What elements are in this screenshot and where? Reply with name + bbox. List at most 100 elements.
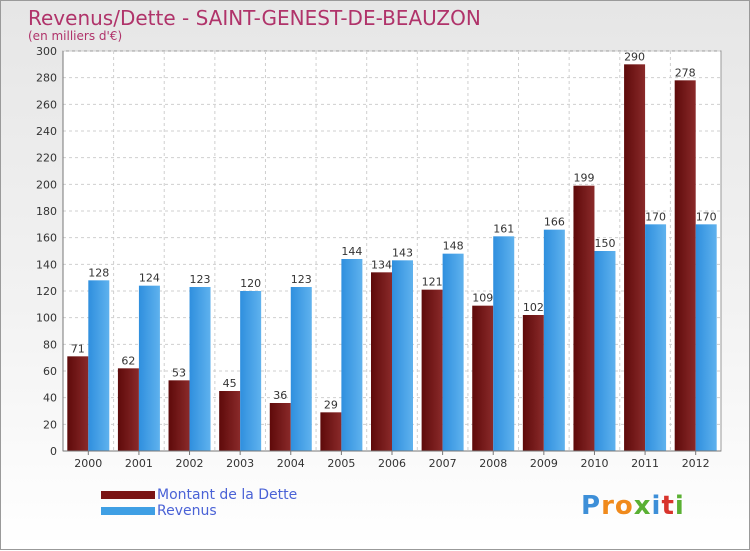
bar-revenus: [189, 287, 211, 451]
proxiti-logo: Proxiti: [581, 491, 685, 521]
data-label: 62: [121, 354, 135, 367]
x-tick-label: 2007: [429, 457, 457, 470]
legend-item-revenus: Revenus: [101, 503, 421, 519]
legend-swatch-revenus: [101, 507, 155, 515]
y-tick-label: 200: [36, 178, 57, 191]
data-label: 170: [645, 210, 666, 223]
y-tick-label: 0: [50, 445, 57, 458]
x-tick-label: 2002: [176, 457, 204, 470]
bar-revenus: [290, 287, 312, 451]
logo-letter: i: [651, 491, 662, 521]
data-label: 290: [624, 50, 645, 63]
x-tick-label: 2005: [327, 457, 355, 470]
data-label: 148: [443, 240, 464, 253]
x-tick-label: 2010: [580, 457, 608, 470]
bar-dette: [674, 80, 696, 451]
bar-revenus: [543, 229, 565, 451]
bar-revenus: [138, 285, 160, 451]
data-label: 102: [523, 301, 544, 314]
y-tick-label: 80: [43, 338, 57, 351]
x-tick-label: 2006: [378, 457, 406, 470]
y-tick-label: 260: [36, 98, 57, 111]
data-label: 124: [139, 272, 160, 285]
legend-label-dette: Montant de la Dette: [157, 487, 298, 503]
y-tick-label: 160: [36, 232, 57, 245]
y-tick-label: 140: [36, 258, 57, 271]
bar-revenus: [493, 236, 515, 451]
data-label: 121: [422, 276, 443, 289]
bar-revenus: [442, 253, 464, 451]
data-label: 134: [371, 258, 392, 271]
bar-dette: [522, 315, 544, 451]
y-tick-label: 100: [36, 312, 57, 325]
data-label: 123: [190, 273, 211, 286]
bar-dette: [472, 305, 494, 451]
data-label: 71: [71, 342, 85, 355]
logo-letter: r: [601, 491, 615, 521]
data-label: 150: [594, 237, 615, 250]
bar-dette: [168, 380, 190, 451]
x-tick-label: 2009: [530, 457, 558, 470]
legend-label-revenus: Revenus: [157, 503, 217, 519]
bar-dette: [269, 403, 291, 451]
y-tick-label: 120: [36, 285, 57, 298]
bar-dette: [371, 272, 392, 451]
data-label: 45: [223, 377, 237, 390]
y-tick-label: 280: [36, 72, 57, 85]
data-label: 120: [240, 277, 261, 290]
y-tick-label: 60: [43, 365, 57, 378]
bar-dette: [421, 289, 443, 451]
x-tick-label: 2008: [479, 457, 507, 470]
x-tick-label: 2011: [631, 457, 659, 470]
data-label: 170: [696, 210, 717, 223]
bar-dette: [624, 64, 646, 452]
y-tick-label: 40: [43, 392, 57, 405]
bar-revenus: [594, 251, 616, 451]
x-tick-label: 2000: [74, 457, 102, 470]
data-label: 161: [493, 222, 514, 235]
data-label: 36: [273, 389, 287, 402]
data-label: 109: [472, 292, 493, 305]
bar-dette: [320, 412, 342, 451]
x-tick-label: 2004: [277, 457, 305, 470]
data-label: 123: [291, 273, 312, 286]
y-tick-label: 20: [43, 418, 57, 431]
y-tick-label: 300: [36, 45, 57, 58]
x-tick-label: 2003: [226, 457, 254, 470]
bar-revenus: [645, 224, 667, 451]
y-tick-label: 240: [36, 125, 57, 138]
logo-letter: i: [674, 491, 685, 521]
bar-revenus: [695, 224, 717, 451]
x-tick-label: 2012: [682, 457, 710, 470]
bar-revenus: [341, 259, 363, 451]
y-tick-label: 220: [36, 152, 57, 165]
data-label: 128: [88, 266, 109, 279]
data-label: 143: [392, 246, 413, 259]
bar-dette: [117, 368, 139, 451]
bar-revenus: [392, 260, 413, 451]
chart-title: Revenus/Dette - SAINT-GENEST-DE-BEAUZON: [28, 6, 481, 30]
logo-letter: P: [581, 491, 602, 521]
data-label: 53: [172, 366, 186, 379]
bar-dette: [67, 356, 89, 451]
logo-letter: o: [614, 491, 634, 521]
bar-revenus: [240, 291, 262, 451]
data-label: 166: [544, 216, 565, 229]
legend: Montant de la Dette Revenus: [101, 487, 421, 519]
bar-dette: [219, 391, 241, 451]
logo-letter: x: [633, 491, 652, 521]
bar-dette: [573, 185, 595, 451]
legend-item-dette: Montant de la Dette: [101, 487, 421, 503]
x-tick-label: 2001: [125, 457, 153, 470]
legend-swatch-dette: [101, 491, 155, 499]
data-label: 199: [573, 172, 594, 185]
data-label: 278: [675, 66, 696, 79]
data-label: 144: [341, 245, 362, 258]
data-label: 29: [324, 398, 338, 411]
bar-revenus: [88, 280, 110, 451]
logo-letter: t: [661, 491, 675, 521]
y-tick-label: 180: [36, 205, 57, 218]
chart-subtitle: (en milliers d'€): [28, 29, 123, 43]
